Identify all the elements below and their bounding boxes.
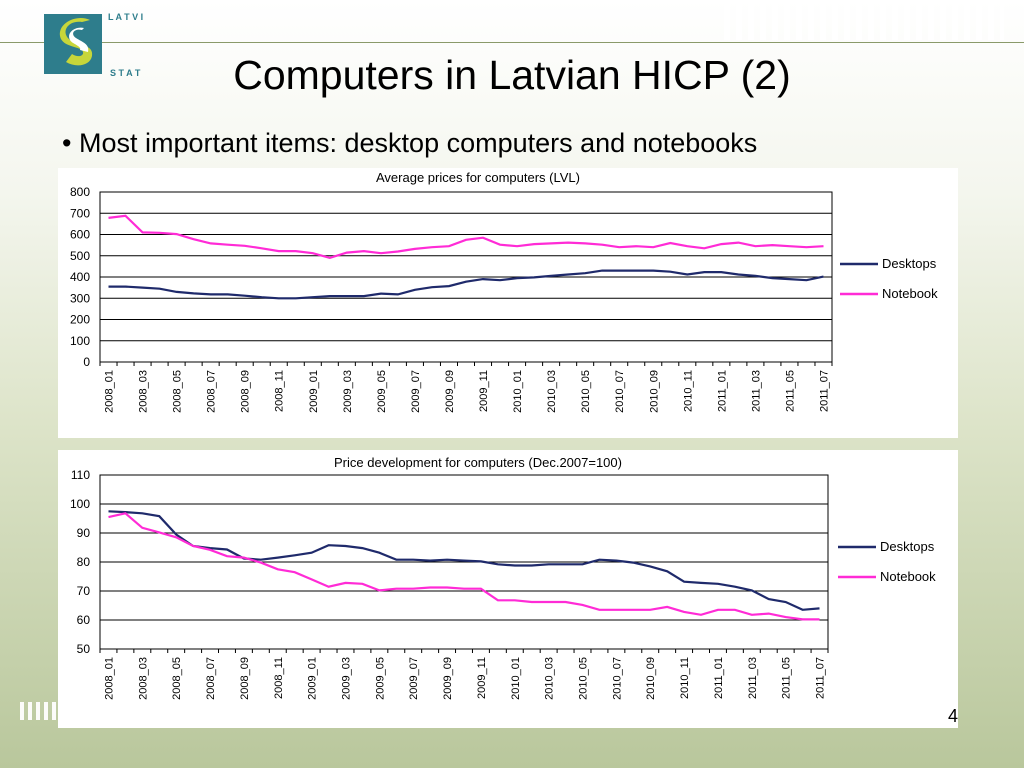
y-tick-label: 300	[70, 291, 90, 305]
x-tick-label: 2008_07	[206, 370, 218, 413]
legend-label-notebook: Notebook	[880, 569, 936, 584]
chart-title: Price development for computers (Dec.200…	[334, 455, 622, 470]
price-development-chart-svg: Price development for computers (Dec.200…	[70, 455, 936, 700]
x-tick-label: 2008_11	[274, 370, 286, 412]
x-tick-label: 2011_07	[815, 657, 827, 699]
legend-label-desktops: Desktops	[882, 256, 937, 271]
header-rule	[0, 42, 1024, 43]
y-tick-label: 50	[77, 642, 91, 656]
x-tick-label: 2011_03	[750, 370, 762, 412]
x-tick-label: 2009_05	[376, 370, 388, 413]
footer-stripes	[20, 702, 60, 720]
x-tick-label: 2011_03	[747, 657, 759, 699]
x-tick-label: 2011_01	[713, 657, 725, 699]
x-tick-label: 2010_07	[611, 657, 623, 700]
y-tick-label: 70	[77, 584, 91, 598]
bullet-text: • Most important items: desktop computer…	[62, 128, 758, 158]
x-tick-label: 2008_09	[240, 370, 252, 413]
x-tick-label: 2009_11	[476, 657, 488, 699]
legend-label-notebook: Notebook	[882, 286, 938, 301]
y-tick-label: 100	[70, 334, 90, 348]
series-line-desktops	[108, 269, 824, 300]
x-tick-label: 2011_05	[781, 657, 793, 699]
x-tick-label: 2008_01	[103, 657, 115, 700]
x-tick-label: 2010_09	[645, 657, 657, 700]
plot-area	[99, 474, 829, 650]
x-tick-label: 2008_03	[138, 370, 150, 413]
average-prices-chart-svg: Average prices for computers (LVL) 0 100 20…	[70, 170, 938, 413]
x-tick-label: 2010_07	[614, 370, 626, 413]
series-line-notebook	[108, 214, 824, 260]
y-tick-label: 700	[70, 206, 90, 220]
slide-title: Computers in Latvian HICP (2)	[233, 52, 791, 98]
x-tick-label: 2010_05	[578, 657, 590, 700]
y-tick-label: 0	[83, 355, 90, 369]
x-tick-label: 2010_11	[679, 657, 691, 699]
latvijas-statistika-logo: L A T V I S T A T	[44, 12, 143, 78]
x-tick-label: 2009_01	[307, 657, 319, 700]
x-tick-label: 2008_05	[172, 370, 184, 413]
y-tick-label: 100	[70, 497, 90, 511]
x-tick-label: 2009_03	[340, 657, 352, 700]
y-tick-label: 200	[70, 313, 90, 327]
x-tick-label: 2011_07	[818, 370, 830, 412]
series-line-notebook	[108, 512, 820, 621]
y-tick-label: 600	[70, 228, 90, 242]
x-tick-label: 2008_01	[104, 370, 116, 413]
x-tick-label: 2010_05	[580, 370, 592, 413]
y-tick-label: 400	[70, 270, 90, 284]
x-tick-label: 2009_05	[374, 657, 386, 700]
x-tick-label: 2009_09	[444, 370, 456, 413]
y-tick-label: 80	[77, 555, 91, 569]
svg-text:S T A T: S T A T	[110, 68, 141, 78]
x-tick-label: 2010_11	[682, 370, 694, 412]
legend-label-desktops: Desktops	[880, 539, 935, 554]
y-tick-label: 500	[70, 249, 90, 263]
header-stripes	[724, 0, 1004, 40]
y-tick-label: 110	[71, 468, 90, 482]
x-tick-label: 2010_03	[546, 370, 558, 413]
x-tick-label: 2011_01	[716, 370, 728, 412]
x-tick-label: 2009_09	[442, 657, 454, 700]
series-line-desktops	[108, 510, 820, 611]
x-tick-label: 2010_09	[648, 370, 660, 413]
page-number: 4	[948, 706, 959, 726]
x-tick-label: 2008_09	[239, 657, 251, 700]
x-tick-label: 2009_01	[308, 370, 320, 413]
y-tick-label: 90	[77, 526, 91, 540]
x-tick-label: 2010_01	[512, 370, 524, 413]
x-tick-label: 2010_01	[510, 657, 522, 700]
x-tick-label: 2011_05	[784, 370, 796, 412]
chart-title: Average prices for computers (LVL)	[376, 170, 580, 185]
x-tick-label: 2008_07	[205, 657, 217, 700]
x-tick-label: 2010_03	[544, 657, 556, 700]
y-tick-label: 60	[77, 613, 91, 627]
x-tick-label: 2008_05	[171, 657, 183, 700]
x-tick-label: 2008_03	[137, 657, 149, 700]
average-prices-chart: Average prices for computers (LVL) 0 100 20…	[58, 168, 958, 438]
x-tick-label: 2008_11	[273, 657, 285, 699]
y-tick-label: 800	[70, 185, 90, 199]
x-tick-label: 2009_03	[342, 370, 354, 413]
svg-text:L A T V I: L A T V I	[108, 12, 143, 22]
x-tick-label: 2009_11	[478, 370, 490, 412]
x-tick-label: 2009_07	[408, 657, 420, 700]
x-tick-label: 2009_07	[410, 370, 422, 413]
price-development-chart: Price development for computers (Dec.200…	[58, 450, 958, 728]
plot-area	[99, 191, 833, 363]
